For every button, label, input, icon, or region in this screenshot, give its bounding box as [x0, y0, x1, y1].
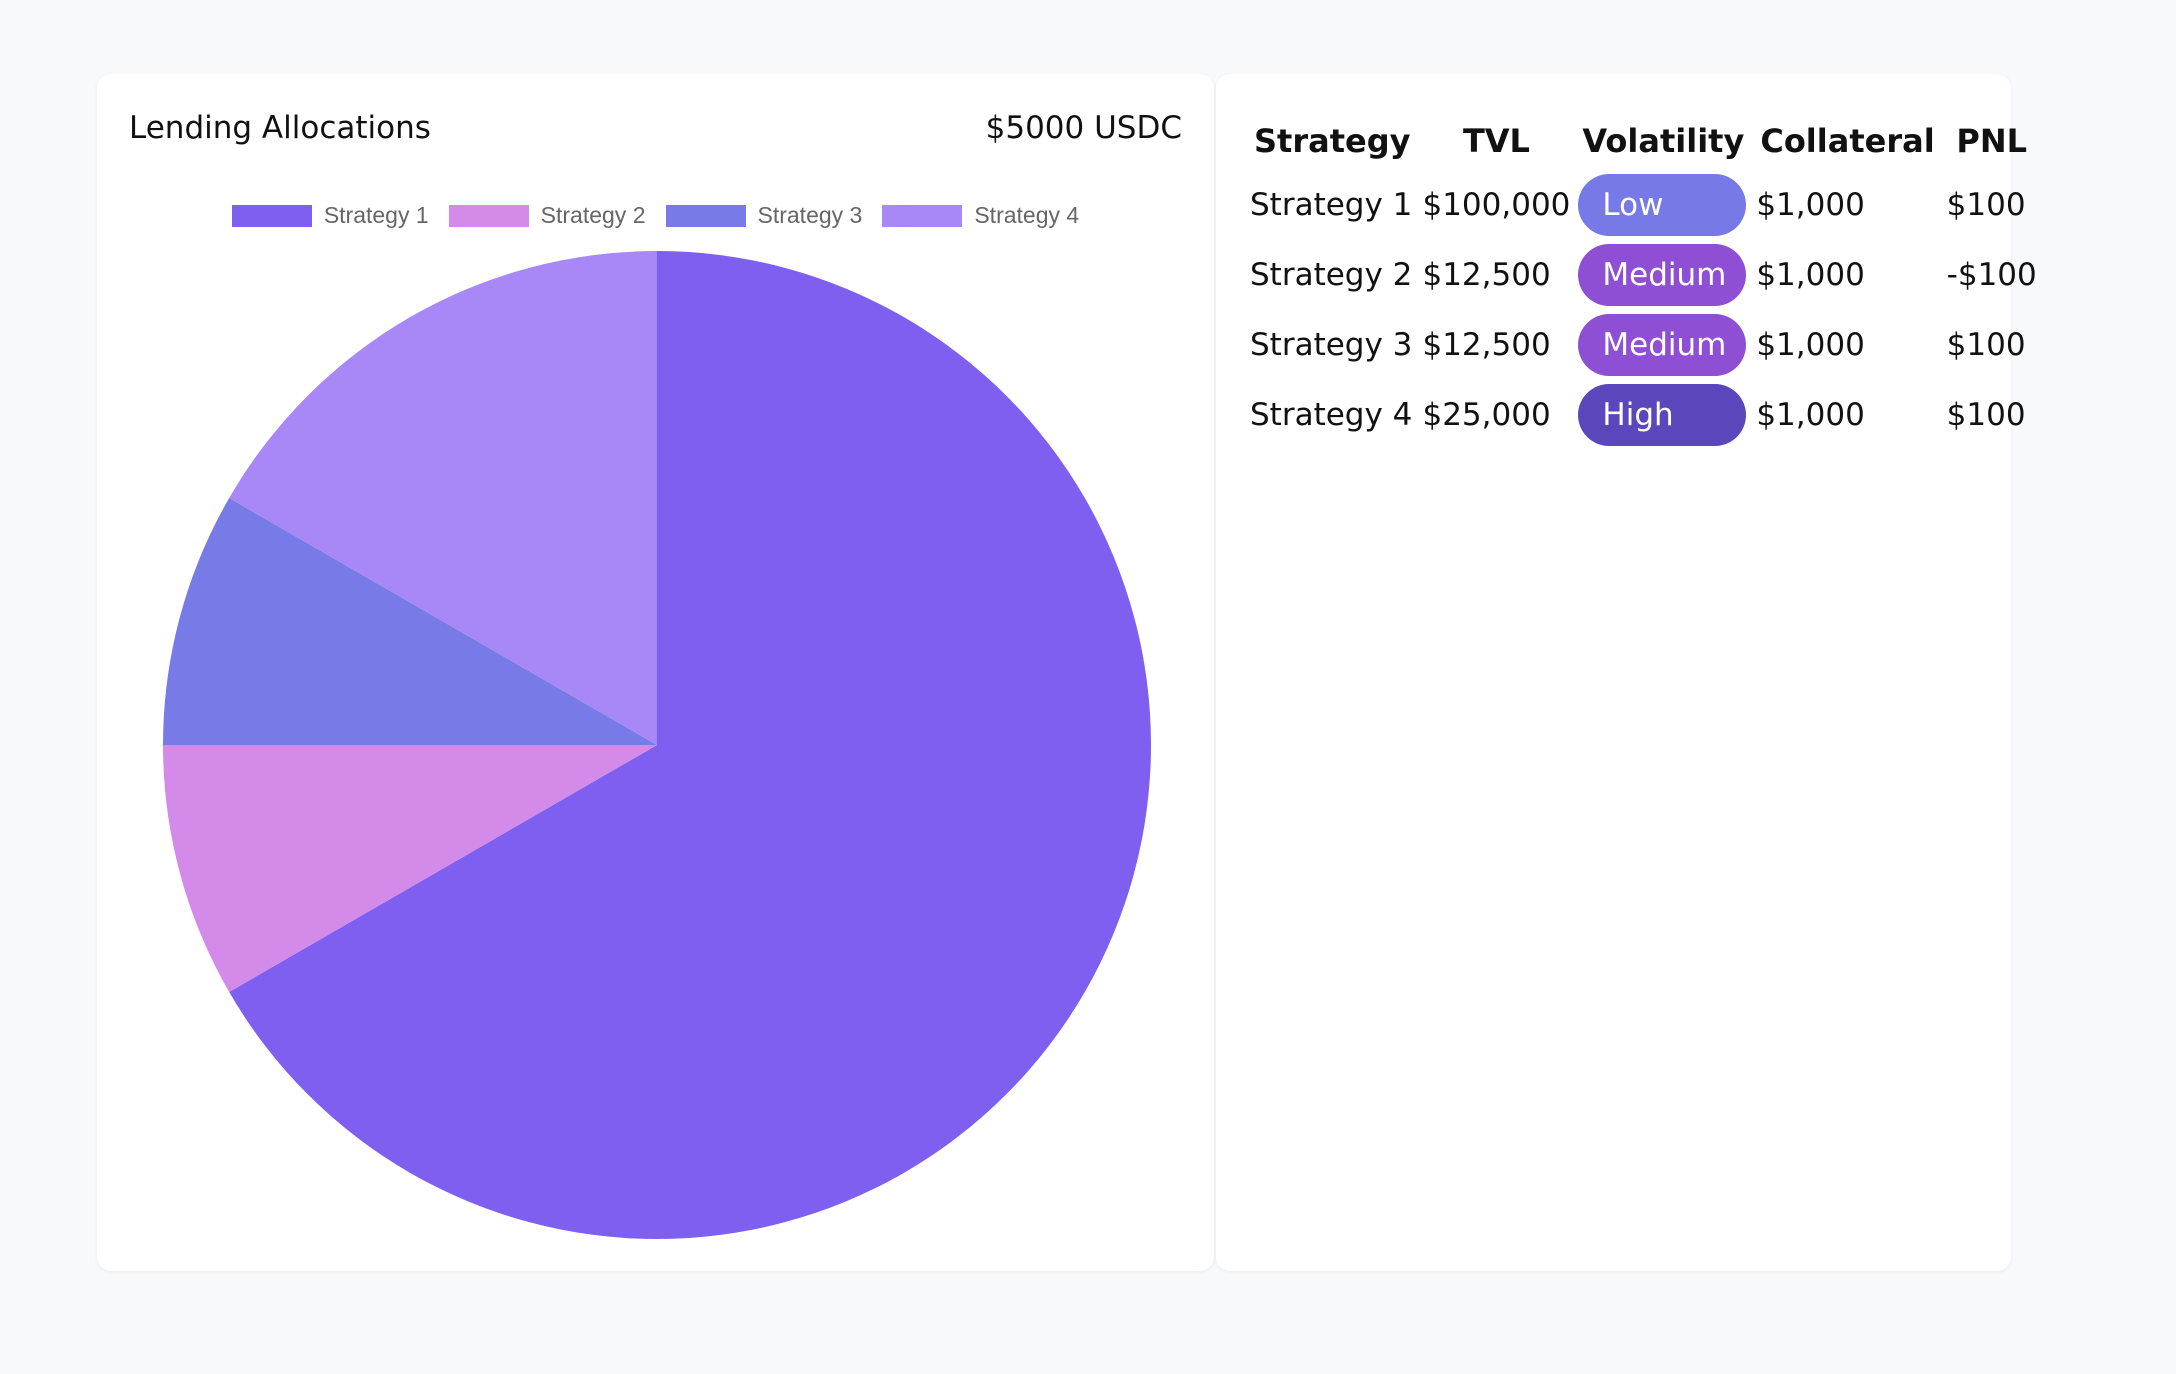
legend-swatch	[882, 204, 963, 227]
table-row: Strategy 3 $12,500 Medium $1,000 $100	[1246, 310, 2041, 380]
pie-slice-2[interactable]	[163, 745, 657, 992]
legend-item[interactable]: Strategy 1	[231, 202, 429, 229]
legend-label: Strategy 3	[757, 202, 863, 228]
table-row: Strategy 2 $12,500 Medium $1,000 -$100	[1246, 240, 2041, 310]
header-collateral: Collateral	[1760, 122, 1935, 160]
table-row: Strategy 1 $100,000 Low $1,000 $100	[1246, 170, 2041, 240]
tvl-value: $12,500	[1422, 327, 1551, 363]
pnl-value: $100	[1946, 327, 2026, 363]
strategy-name: Strategy 1	[1250, 187, 1413, 223]
header-volatility: Volatility	[1582, 122, 1745, 160]
header-tvl: TVL	[1462, 122, 1530, 160]
legend-item[interactable]: Strategy 2	[448, 202, 646, 229]
tvl-value: $25,000	[1422, 397, 1551, 433]
collateral-value: $1,000	[1756, 397, 1865, 433]
legend-label: Strategy 1	[323, 202, 429, 228]
legend-label: Strategy 2	[540, 202, 646, 228]
collateral-value: $1,000	[1756, 187, 1865, 223]
legend-swatch	[448, 204, 529, 227]
pnl-value: $100	[1946, 187, 2026, 223]
strategy-name: Strategy 3	[1250, 327, 1413, 363]
pie-slice-3[interactable]	[163, 498, 657, 745]
strategy-name: Strategy 2	[1250, 257, 1413, 293]
header-strategy: Strategy	[1254, 122, 1411, 160]
pie-slice-4[interactable]	[229, 251, 657, 745]
collateral-value: $1,000	[1756, 257, 1865, 293]
volatility-badge: Low	[1578, 174, 1747, 236]
chart-legend: Strategy 1 Strategy 2 Strategy 3 Strategy 4	[97, 202, 1214, 229]
tvl-value: $12,500	[1422, 257, 1551, 293]
volatility-badge: Medium	[1578, 314, 1747, 376]
strategies-table: Strategy TVL Volatility Collateral PNL S…	[1246, 110, 2041, 450]
card-title: Lending Allocations	[129, 110, 431, 146]
table-row: Strategy 4 $25,000 High $1,000 $100	[1246, 380, 2041, 450]
legend-swatch	[665, 204, 746, 227]
collateral-value: $1,000	[1756, 327, 1865, 363]
legend-label: Strategy 4	[974, 202, 1080, 228]
pnl-value: -$100	[1946, 257, 2037, 293]
table-header-row: Strategy TVL Volatility Collateral PNL	[1246, 110, 2041, 170]
pnl-value: $100	[1946, 397, 2026, 433]
tvl-value: $100,000	[1422, 187, 1571, 223]
allocation-pie-chart	[163, 251, 1152, 1239]
legend-item[interactable]: Strategy 3	[665, 202, 863, 229]
volatility-badge: Medium	[1578, 244, 1747, 306]
legend-swatch	[231, 204, 312, 227]
header-pnl: PNL	[1956, 122, 2028, 160]
pie-slice-1[interactable]	[229, 251, 1152, 1239]
strategies-card: Strategy TVL Volatility Collateral PNL S…	[1216, 74, 2037, 1271]
total-amount: $5000 USDC	[985, 110, 1182, 146]
allocations-card: Lending Allocations $5000 USDC Strategy …	[97, 74, 1214, 1271]
volatility-badge: High	[1578, 384, 1747, 446]
legend-item[interactable]: Strategy 4	[882, 202, 1079, 229]
strategy-name: Strategy 4	[1250, 397, 1413, 433]
